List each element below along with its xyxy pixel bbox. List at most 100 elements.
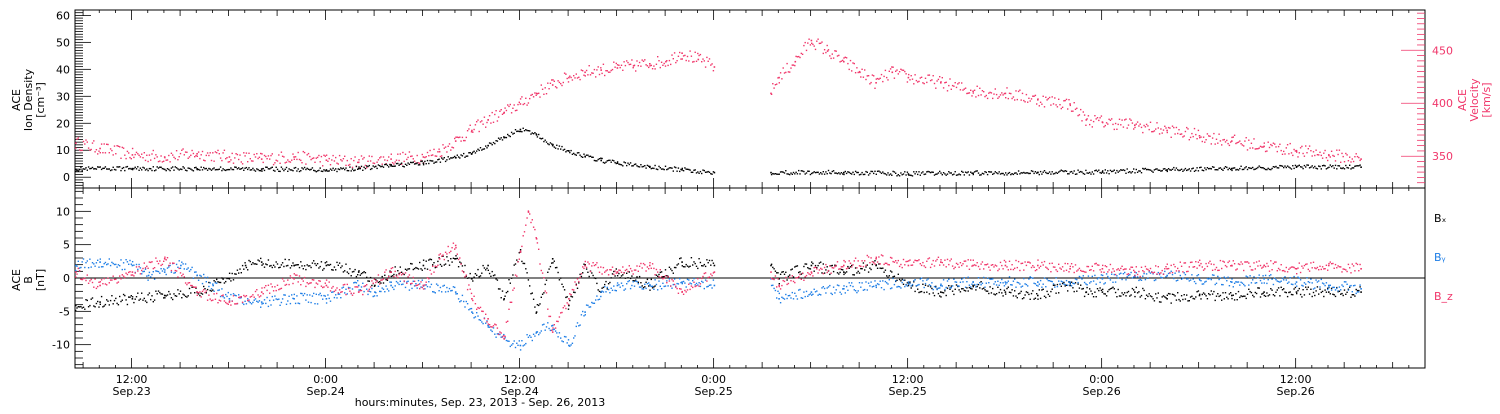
density-point <box>825 171 826 172</box>
density-point <box>176 167 177 168</box>
velocity-point <box>845 57 846 58</box>
bx-point <box>1167 295 1168 296</box>
by-point <box>880 281 881 282</box>
density-point <box>1286 167 1287 168</box>
bx-point <box>709 260 710 261</box>
velocity-point <box>808 39 809 40</box>
bx-point <box>80 306 81 307</box>
velocity-point <box>951 89 952 90</box>
velocity-point <box>573 75 574 76</box>
bx-point <box>573 292 574 293</box>
bz-point <box>459 257 460 258</box>
bz-point <box>1215 269 1216 270</box>
velocity-point-sample <box>843 61 845 63</box>
bz-point <box>124 277 125 278</box>
by-point <box>402 284 403 285</box>
density-point <box>676 171 677 172</box>
by-point <box>1027 285 1028 286</box>
by-point <box>411 288 412 289</box>
bx-point-sample <box>1199 295 1201 297</box>
velocity-point <box>625 65 626 66</box>
density-point <box>1049 171 1050 172</box>
velocity-point <box>1302 153 1303 154</box>
density-point <box>839 173 840 174</box>
y-tick-label-left: 40 <box>56 63 70 76</box>
by-point <box>935 287 936 288</box>
velocity-point <box>508 106 509 107</box>
bx-point <box>1243 296 1244 297</box>
by-point <box>1221 284 1222 285</box>
bx-point <box>292 262 293 263</box>
by-point <box>660 286 661 287</box>
density-point <box>1136 169 1137 170</box>
by-point <box>1261 282 1262 283</box>
bz-point <box>436 266 437 267</box>
by-point <box>1053 283 1054 284</box>
density-point <box>1209 168 1210 169</box>
velocity-point <box>904 71 905 72</box>
bz-point <box>1043 264 1044 265</box>
density-point <box>164 169 165 170</box>
velocity-point <box>852 62 853 63</box>
bx-point <box>1251 292 1252 293</box>
by-point <box>356 282 357 283</box>
bz-point <box>369 289 370 290</box>
density-point <box>1093 173 1094 174</box>
by-point <box>1022 286 1023 287</box>
density-point <box>277 169 278 170</box>
bz-point <box>180 272 181 273</box>
bz-point <box>988 267 989 268</box>
velocity-point <box>1018 91 1019 92</box>
by-point <box>167 267 168 268</box>
density-point <box>373 165 374 166</box>
bz-point <box>563 307 564 308</box>
bz-point <box>538 249 539 250</box>
bz-point <box>1015 260 1016 261</box>
bx-point <box>411 263 412 264</box>
bx-point <box>82 307 83 308</box>
bz-point <box>1203 270 1204 271</box>
by-point <box>594 303 595 304</box>
velocity-point <box>670 64 671 65</box>
density-point <box>467 155 468 156</box>
velocity-point <box>943 87 944 88</box>
bz-point <box>601 273 602 274</box>
density-point <box>353 170 354 171</box>
velocity-point <box>387 160 388 161</box>
bx-point <box>445 263 446 264</box>
density-point <box>1116 170 1117 171</box>
velocity-point <box>270 155 271 156</box>
bz-point <box>613 274 614 275</box>
velocity-point <box>1319 152 1320 153</box>
by-point <box>1317 281 1318 282</box>
bz-point <box>1145 266 1146 267</box>
bz-point <box>1181 266 1182 267</box>
density-point <box>1070 171 1071 172</box>
bz-point <box>179 268 180 269</box>
bz-point <box>798 276 799 277</box>
velocity-point <box>291 160 292 161</box>
bz-point <box>785 277 786 278</box>
bx-point <box>545 284 546 285</box>
density-point <box>1043 172 1044 173</box>
velocity-point <box>909 79 910 80</box>
bx-point <box>213 280 214 281</box>
bz-point <box>895 260 896 261</box>
bx-point <box>865 266 866 267</box>
bx-point <box>528 279 529 280</box>
bx-point <box>1284 292 1285 293</box>
velocity-point <box>1019 90 1020 91</box>
velocity-point <box>1162 132 1163 133</box>
bx-point <box>391 276 392 277</box>
density-point <box>706 171 707 172</box>
bz-point <box>911 265 912 266</box>
density-point <box>832 171 833 172</box>
bx-point <box>1354 295 1355 296</box>
bx-point <box>208 282 209 283</box>
bx-point <box>560 277 561 278</box>
bx-point-sample <box>293 265 295 267</box>
by-point <box>322 299 323 300</box>
by-point <box>1269 275 1270 276</box>
density-point <box>160 167 161 168</box>
density-point <box>561 146 562 147</box>
